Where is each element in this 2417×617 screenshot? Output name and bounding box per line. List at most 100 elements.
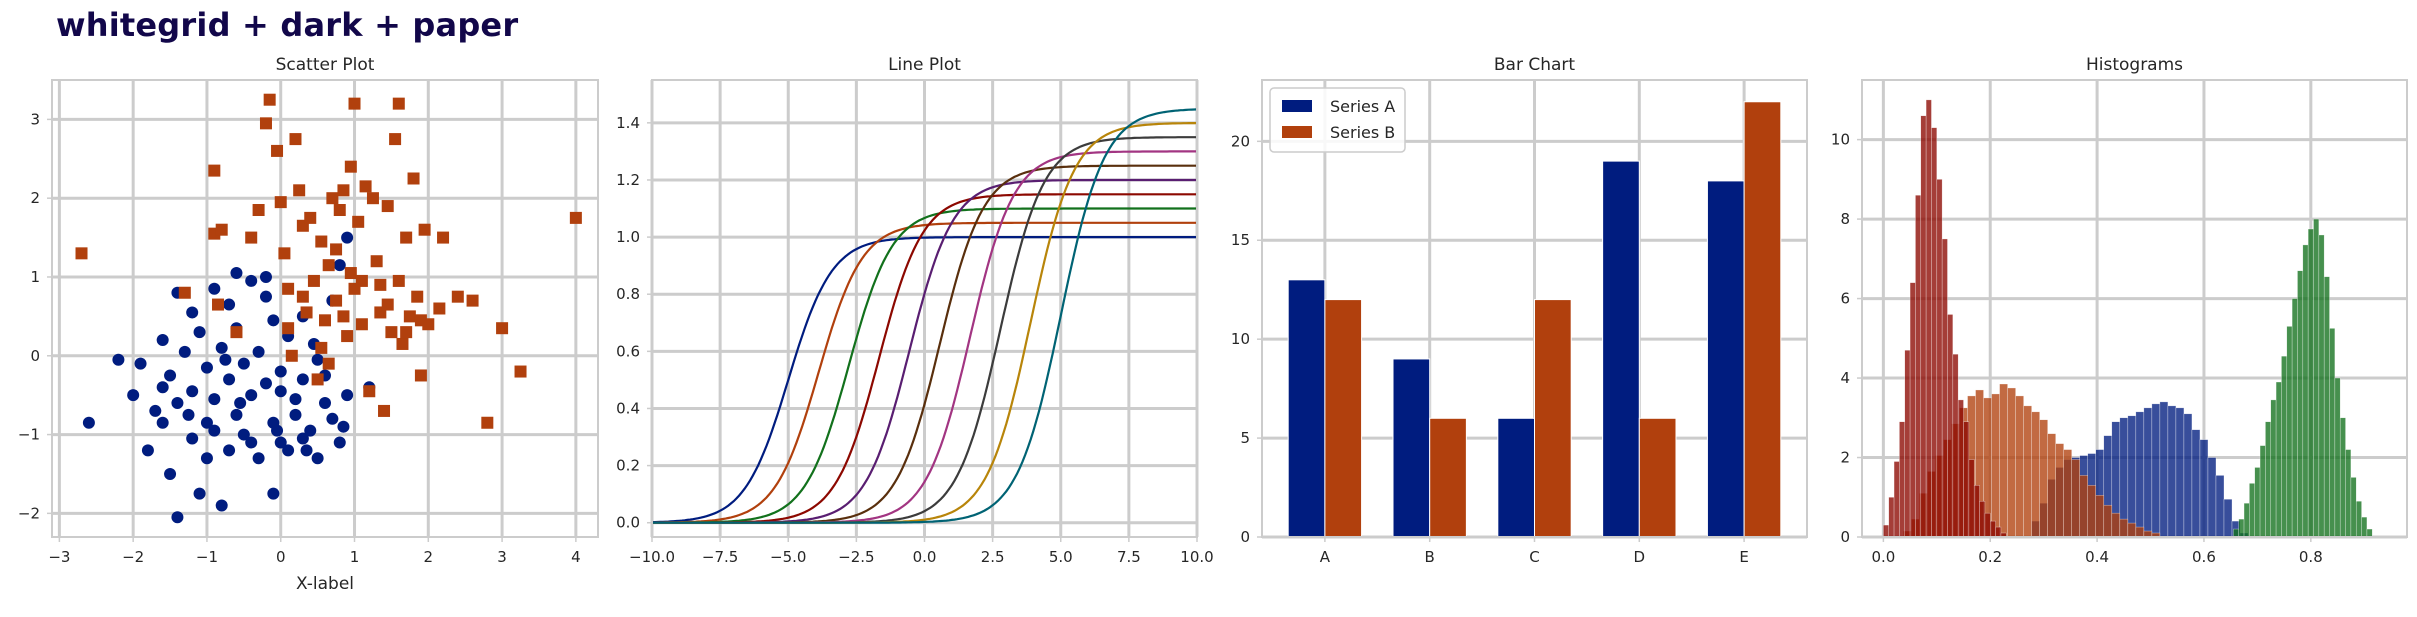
x-tick-label: −1 — [196, 548, 218, 566]
histogram-title: Histograms — [2086, 55, 2183, 75]
scatter-point — [164, 369, 177, 382]
scatter-point — [414, 314, 427, 327]
y-tick-label: 1 — [30, 268, 40, 286]
histogram-bar — [2191, 429, 2201, 538]
scatter-point — [178, 345, 191, 358]
histogram-bar — [1979, 500, 1986, 538]
scatter-point — [289, 133, 302, 146]
histogram-bar — [2103, 504, 2113, 538]
scatter-point — [112, 353, 125, 366]
scatter-point — [127, 389, 140, 402]
scatter-point — [296, 373, 309, 386]
scatter-point — [141, 444, 154, 457]
scatter-point — [259, 290, 272, 303]
scatter-point — [271, 144, 284, 157]
scatter-point — [418, 223, 431, 236]
scatter-point — [285, 349, 298, 362]
x-tick-label: −2.5 — [838, 548, 874, 566]
y-tick-label: −2 — [18, 504, 40, 522]
scatter-point — [245, 389, 258, 402]
scatter-title: Scatter Plot — [276, 55, 375, 75]
histogram-bar — [2039, 419, 2048, 538]
histogram-bar — [2047, 433, 2056, 538]
histogram-bar — [2265, 421, 2272, 538]
histogram-bar — [2063, 449, 2072, 538]
x-tick-label: −3 — [48, 548, 70, 566]
scatter-point — [237, 357, 250, 370]
x-tick-label: 4 — [571, 548, 581, 566]
histogram-bar — [2339, 417, 2346, 538]
histogram-bar — [2275, 381, 2282, 538]
scatter-point — [330, 243, 343, 256]
histogram-bar — [2031, 411, 2040, 538]
scatter-point — [230, 326, 243, 339]
scatter-point — [403, 310, 416, 323]
histogram-bar — [1936, 179, 1943, 538]
histogram-bar — [2238, 518, 2245, 538]
scatter-xlabel: X-label — [296, 574, 354, 594]
histogram-bar — [2079, 475, 2088, 538]
histogram-bar — [1952, 353, 1959, 538]
y-tick-label: 0.8 — [616, 285, 640, 303]
scatter-point — [215, 341, 228, 354]
histogram-bar — [2307, 228, 2314, 538]
scatter-point — [186, 306, 199, 319]
scatter-point — [569, 211, 582, 224]
x-tick-label: 2 — [424, 548, 434, 566]
histogram-bar — [2215, 475, 2225, 538]
histogram-bar — [2270, 399, 2277, 538]
histogram-panel: 0.0 0.2 0.4 0.6 0.8 0 2 4 6 8 10 Histograms — [1831, 55, 2408, 566]
legend-label-a: Series A — [1330, 97, 1395, 116]
bar-title: Bar Chart — [1494, 55, 1576, 75]
x-tick-label: −5.0 — [770, 548, 806, 566]
scatter-point — [200, 416, 213, 429]
scatter-point — [341, 330, 354, 343]
histogram-bar — [1899, 421, 1905, 538]
scatter-point — [315, 235, 328, 248]
histogram-bar — [1893, 461, 1900, 538]
histogram-bar — [2259, 445, 2266, 538]
scatter-point — [366, 192, 379, 205]
scatter-point — [282, 444, 295, 457]
scatter-point — [322, 259, 335, 272]
scatter-grid — [52, 80, 598, 537]
histogram-bar — [2355, 500, 2362, 538]
scatter-point — [208, 282, 221, 295]
scatter-point — [370, 255, 383, 268]
scatter-point — [381, 200, 394, 213]
x-tick-label: −7.5 — [702, 548, 738, 566]
scatter-point — [282, 282, 295, 295]
scatter-point — [315, 341, 328, 354]
legend-label-b: Series B — [1330, 123, 1395, 142]
bar — [1534, 299, 1572, 538]
legend-swatch-a — [1282, 100, 1312, 112]
histogram-bar — [1999, 383, 2008, 538]
scatter-point — [278, 247, 291, 260]
x-tick-label: 10.0 — [1180, 548, 1213, 566]
scatter-point — [451, 290, 464, 303]
scatter-panel: −3 −2 −1 0 1 2 3 4 −2 −1 0 1 2 3 Scatter Plot X-label — [18, 55, 599, 594]
scatter-point — [245, 231, 258, 244]
scatter-point — [307, 274, 320, 287]
scatter-point — [252, 452, 265, 465]
scatter-point — [186, 432, 199, 445]
histogram-bar — [1941, 238, 1948, 538]
x-tick-label: 0.6 — [2192, 548, 2216, 566]
x-tick-label: 0.4 — [2085, 548, 2109, 566]
scatter-point — [333, 204, 346, 217]
bar — [1429, 417, 1467, 538]
scatter-point — [230, 408, 243, 421]
bar-legend: Series A Series B — [1269, 87, 1406, 153]
histogram-bar — [2318, 234, 2325, 538]
scatter-point — [352, 215, 365, 228]
figure-title: whitegrid + dark + paper — [56, 6, 519, 44]
scatter-point — [300, 444, 313, 457]
scatter-point — [182, 408, 195, 421]
histogram-bar — [2007, 387, 2016, 538]
x-tick-label: 7.5 — [1117, 548, 1141, 566]
scatter-point — [223, 444, 236, 457]
histogram-bar — [2135, 411, 2145, 538]
scatter-point — [355, 318, 368, 331]
scatter-point — [400, 231, 413, 244]
scatter-point — [200, 361, 213, 374]
